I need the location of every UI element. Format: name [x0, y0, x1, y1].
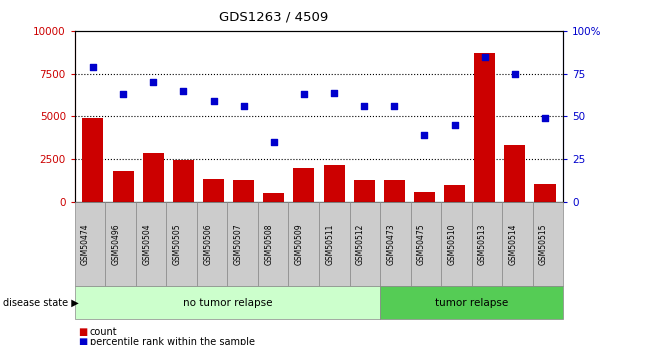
Bar — [203, 179, 224, 202]
Text: ■: ■ — [78, 337, 87, 345]
Point — [359, 104, 369, 109]
Text: GSM50496: GSM50496 — [111, 223, 120, 265]
Text: GSM50508: GSM50508 — [264, 223, 273, 265]
Bar — [414, 193, 435, 202]
Text: no tumor relapse: no tumor relapse — [183, 298, 272, 308]
Point — [148, 80, 158, 85]
Text: GSM50513: GSM50513 — [478, 223, 487, 265]
Bar — [113, 171, 133, 202]
Text: GSM50506: GSM50506 — [203, 223, 212, 265]
Point — [419, 132, 430, 138]
Text: GSM50510: GSM50510 — [447, 223, 456, 265]
Text: count: count — [90, 327, 117, 337]
Point — [510, 71, 520, 77]
Text: percentile rank within the sample: percentile rank within the sample — [90, 337, 255, 345]
Bar — [143, 153, 164, 202]
Bar — [505, 145, 525, 202]
Text: GSM50475: GSM50475 — [417, 223, 426, 265]
Bar — [534, 184, 555, 202]
Point — [389, 104, 400, 109]
Point — [449, 122, 460, 128]
Text: tumor relapse: tumor relapse — [435, 298, 508, 308]
Text: disease state ▶: disease state ▶ — [3, 298, 79, 308]
Point — [299, 91, 309, 97]
Point — [329, 90, 339, 95]
Text: GSM50512: GSM50512 — [355, 224, 365, 265]
Text: GSM50504: GSM50504 — [142, 223, 151, 265]
Bar — [474, 53, 495, 202]
Bar — [173, 160, 194, 202]
Bar — [444, 185, 465, 202]
Text: GSM50509: GSM50509 — [295, 223, 304, 265]
Text: GSM50514: GSM50514 — [508, 223, 518, 265]
Text: GSM50511: GSM50511 — [326, 224, 334, 265]
Point — [88, 64, 98, 70]
Point — [480, 54, 490, 59]
Point — [540, 115, 550, 121]
Bar — [294, 168, 314, 202]
Text: GSM50473: GSM50473 — [386, 223, 395, 265]
Point — [269, 139, 279, 145]
Bar — [384, 180, 405, 202]
Bar — [353, 180, 375, 202]
Point — [118, 91, 128, 97]
Point — [238, 104, 249, 109]
Text: GSM50474: GSM50474 — [81, 223, 90, 265]
Point — [178, 88, 189, 93]
Text: GSM50515: GSM50515 — [539, 223, 548, 265]
Text: ■: ■ — [78, 327, 87, 337]
Text: GSM50505: GSM50505 — [173, 223, 182, 265]
Text: GDS1263 / 4509: GDS1263 / 4509 — [219, 10, 328, 23]
Point — [208, 98, 219, 104]
Bar — [233, 180, 254, 202]
Text: GSM50507: GSM50507 — [234, 223, 243, 265]
Bar — [83, 118, 104, 202]
Bar — [324, 165, 344, 202]
Bar — [263, 193, 284, 202]
